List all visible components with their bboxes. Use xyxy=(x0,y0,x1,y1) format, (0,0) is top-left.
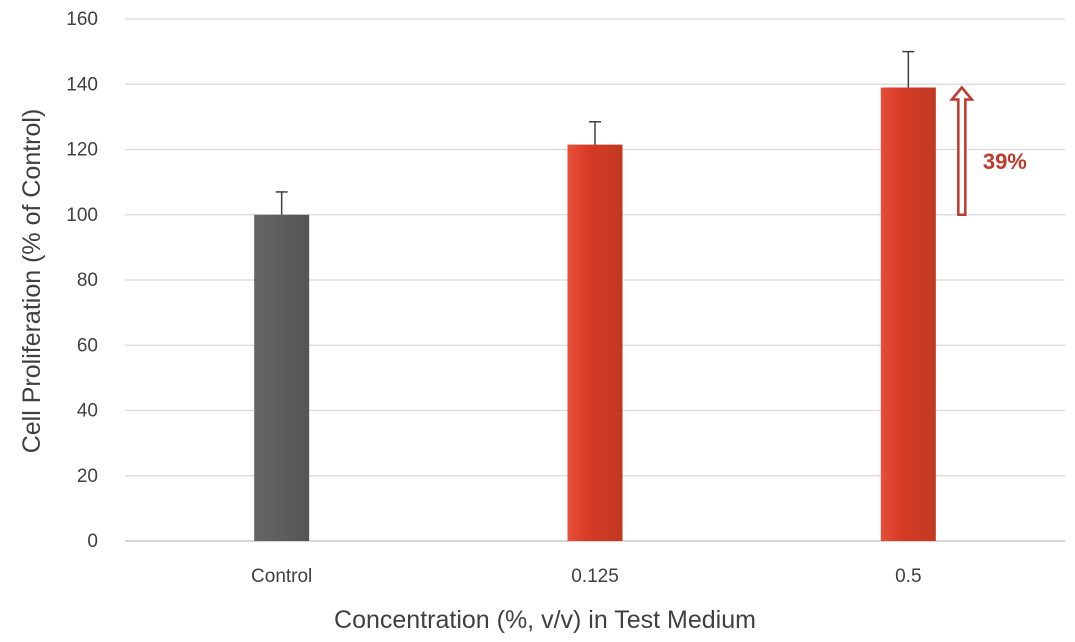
x-tick-label: Control xyxy=(251,566,312,587)
y-tick-label: 20 xyxy=(77,466,98,487)
y-tick-label: 160 xyxy=(66,9,98,30)
y-axis-title: Cell Proliferation (% of Control) xyxy=(18,109,46,454)
y-tick-label: 0 xyxy=(87,531,98,552)
y-tick-label: 120 xyxy=(66,140,98,161)
y-tick-label: 60 xyxy=(77,335,98,356)
x-tick-label: 0.5 xyxy=(895,566,921,587)
x-axis-title: Concentration (%, v/v) in Test Medium xyxy=(334,606,756,634)
bar-control xyxy=(254,214,310,541)
increase-annotation-label: 39% xyxy=(983,149,1027,174)
y-tick-label: 100 xyxy=(66,205,98,226)
bar-0-5 xyxy=(880,87,936,541)
increase-arrow-icon xyxy=(949,85,975,216)
bar-0-125 xyxy=(567,144,623,541)
y-tick-label: 140 xyxy=(66,74,98,95)
x-tick-label: 0.125 xyxy=(571,566,619,587)
y-tick-label: 40 xyxy=(77,401,98,422)
y-tick-label: 80 xyxy=(77,270,98,291)
